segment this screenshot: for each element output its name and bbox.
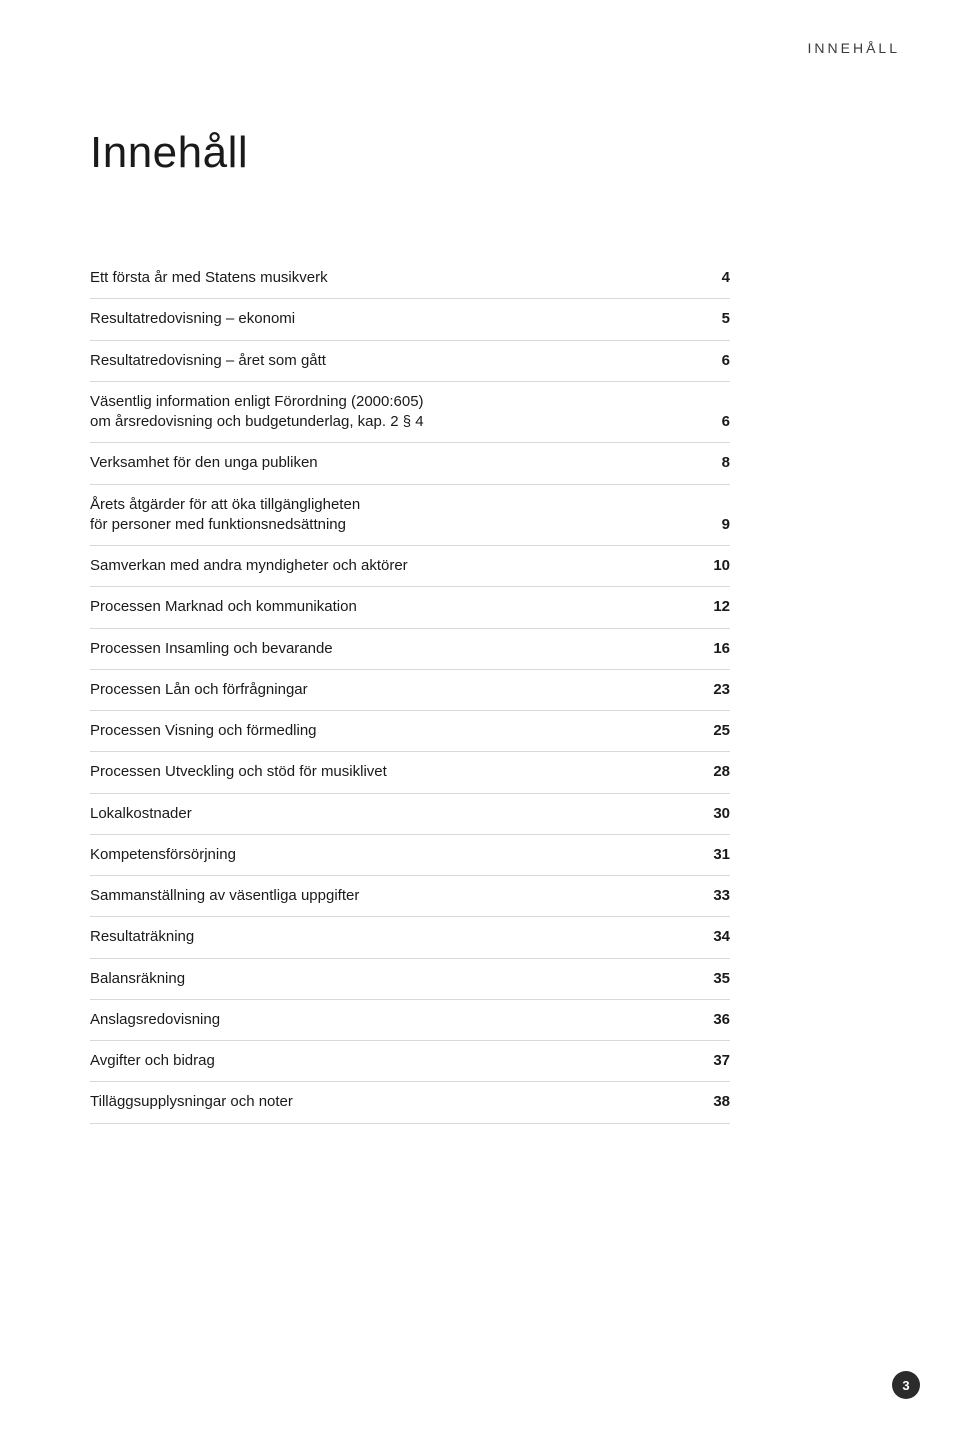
toc-page-number: 25: [700, 721, 730, 741]
toc-row: Processen Utveckling och stöd för musikl…: [90, 752, 730, 793]
toc-row: Verksamhet för den unga publiken 8: [90, 443, 730, 484]
toc-row: Tilläggsupplysningar och noter 38: [90, 1082, 730, 1123]
toc-row: Resultatredovisning – året som gått 6: [90, 341, 730, 382]
toc-label: Resultaträkning: [90, 927, 194, 947]
document-page: INNEHÅLL Innehåll Ett första år med Stat…: [0, 0, 960, 1429]
toc-label: Ett första år med Statens musikverk: [90, 268, 328, 288]
toc-page-number: 6: [700, 351, 730, 371]
toc-page-number: 6: [700, 412, 730, 432]
toc-page-number: 35: [700, 969, 730, 989]
toc-label: Resultatredovisning – året som gått: [90, 351, 326, 371]
toc-label: Processen Lån och förfrågningar: [90, 680, 308, 700]
toc-page-number: 5: [700, 309, 730, 329]
toc-label: Lokalkostnader: [90, 804, 192, 824]
toc-row: Resultaträkning 34: [90, 917, 730, 958]
toc-page-number: 8: [700, 453, 730, 473]
toc-page-number: 31: [700, 845, 730, 865]
toc-label: Årets åtgärder för att öka tillgänglighe…: [90, 495, 360, 536]
toc-label: Processen Marknad och kommunikation: [90, 597, 357, 617]
toc-row: Processen Insamling och bevarande 16: [90, 629, 730, 670]
running-head: INNEHÅLL: [808, 40, 900, 56]
toc-row: Sammanställning av väsentliga uppgifter 3…: [90, 876, 730, 917]
toc-label: Resultatredovisning – ekonomi: [90, 309, 295, 329]
toc-row: Årets åtgärder för att öka tillgänglighe…: [90, 485, 730, 547]
toc-page-number: 10: [700, 556, 730, 576]
toc-label: Tilläggsupplysningar och noter: [90, 1092, 293, 1112]
toc-label: Balansräkning: [90, 969, 185, 989]
page-number-badge: 3: [892, 1371, 920, 1399]
toc-row: Balansräkning 35: [90, 959, 730, 1000]
toc-label: Verksamhet för den unga publiken: [90, 453, 318, 473]
toc-row: Väsentlig information enligt Förordning …: [90, 382, 730, 444]
toc-page-number: 33: [700, 886, 730, 906]
toc-row: Lokalkostnader 30: [90, 794, 730, 835]
toc-page-number: 4: [700, 268, 730, 288]
toc-label: Processen Insamling och bevarande: [90, 639, 333, 659]
toc-page-number: 23: [700, 680, 730, 700]
toc-page-number: 36: [700, 1010, 730, 1030]
toc-row: Processen Lån och förfrågningar 23: [90, 670, 730, 711]
toc-row: Resultatredovisning – ekonomi 5: [90, 299, 730, 340]
toc-row: Ett första år med Statens musikverk 4: [90, 258, 730, 299]
toc-page-number: 16: [700, 639, 730, 659]
toc-label: Kompetensförsörjning: [90, 845, 236, 865]
toc-page-number: 34: [700, 927, 730, 947]
toc-label: Avgifter och bidrag: [90, 1051, 215, 1071]
toc-row: Processen Marknad och kommunikation 12: [90, 587, 730, 628]
toc-page-number: 37: [700, 1051, 730, 1071]
toc-label: Väsentlig information enligt Förordning …: [90, 392, 424, 433]
toc-page-number: 38: [700, 1092, 730, 1112]
toc-row: Kompetensförsörjning 31: [90, 835, 730, 876]
toc-label: Sammanställning av väsentliga uppgifter: [90, 886, 359, 906]
toc-row: Anslagsredovisning 36: [90, 1000, 730, 1041]
toc-label: Samverkan med andra myndigheter och aktö…: [90, 556, 408, 576]
page-number: 3: [902, 1378, 909, 1393]
table-of-contents: Ett första år med Statens musikverk 4 Resu…: [90, 258, 730, 1124]
toc-row: Samverkan med andra myndigheter och aktö…: [90, 546, 730, 587]
toc-page-number: 30: [700, 804, 730, 824]
toc-label: Processen Visning och förmedling: [90, 721, 317, 741]
toc-label: Processen Utveckling och stöd för musikl…: [90, 762, 387, 782]
toc-row: Avgifter och bidrag 37: [90, 1041, 730, 1082]
toc-page-number: 28: [700, 762, 730, 782]
page-title: Innehåll: [90, 128, 870, 178]
toc-label: Anslagsredovisning: [90, 1010, 220, 1030]
toc-page-number: 9: [700, 515, 730, 535]
toc-page-number: 12: [700, 597, 730, 617]
toc-row: Processen Visning och förmedling 25: [90, 711, 730, 752]
